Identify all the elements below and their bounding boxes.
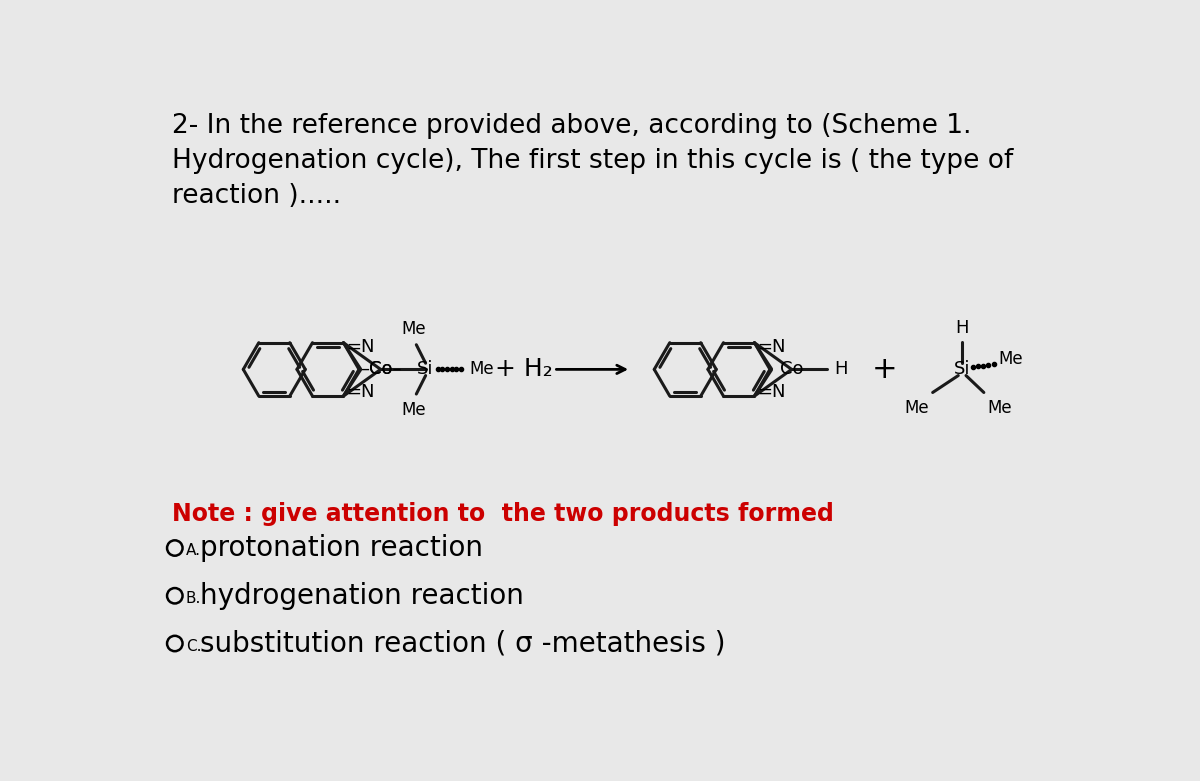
- Text: –Co–: –Co–: [360, 360, 402, 378]
- Text: Note : give attention to  the two products formed: Note : give attention to the two product…: [172, 502, 834, 526]
- Text: =N: =N: [757, 383, 785, 401]
- Text: Me: Me: [469, 360, 494, 378]
- Text: A.: A.: [186, 544, 200, 558]
- Text: H: H: [834, 360, 847, 378]
- Text: Me: Me: [402, 401, 426, 419]
- Text: Si: Si: [418, 360, 434, 378]
- Text: substitution reaction ( σ -metathesis ): substitution reaction ( σ -metathesis ): [200, 629, 726, 658]
- Text: B.: B.: [186, 591, 202, 606]
- Text: Si: Si: [954, 360, 971, 378]
- Text: Me: Me: [988, 398, 1013, 416]
- Text: + H₂: + H₂: [496, 358, 553, 381]
- Text: Me: Me: [402, 319, 426, 338]
- Text: =N: =N: [346, 337, 374, 355]
- Text: =N: =N: [757, 337, 785, 355]
- Text: H: H: [955, 319, 968, 337]
- Text: Me: Me: [998, 351, 1024, 369]
- Text: hydrogenation reaction: hydrogenation reaction: [200, 582, 524, 610]
- Text: =N: =N: [346, 383, 374, 401]
- Text: Co: Co: [780, 360, 803, 378]
- Text: +: +: [872, 355, 898, 384]
- Text: protonation reaction: protonation reaction: [200, 534, 484, 562]
- Text: 2- In the reference provided above, according to (Scheme 1.
Hydrogenation cycle): 2- In the reference provided above, acco…: [172, 113, 1013, 209]
- Text: C.: C.: [186, 639, 202, 654]
- Text: Co: Co: [368, 360, 392, 378]
- Text: Me: Me: [904, 398, 929, 416]
